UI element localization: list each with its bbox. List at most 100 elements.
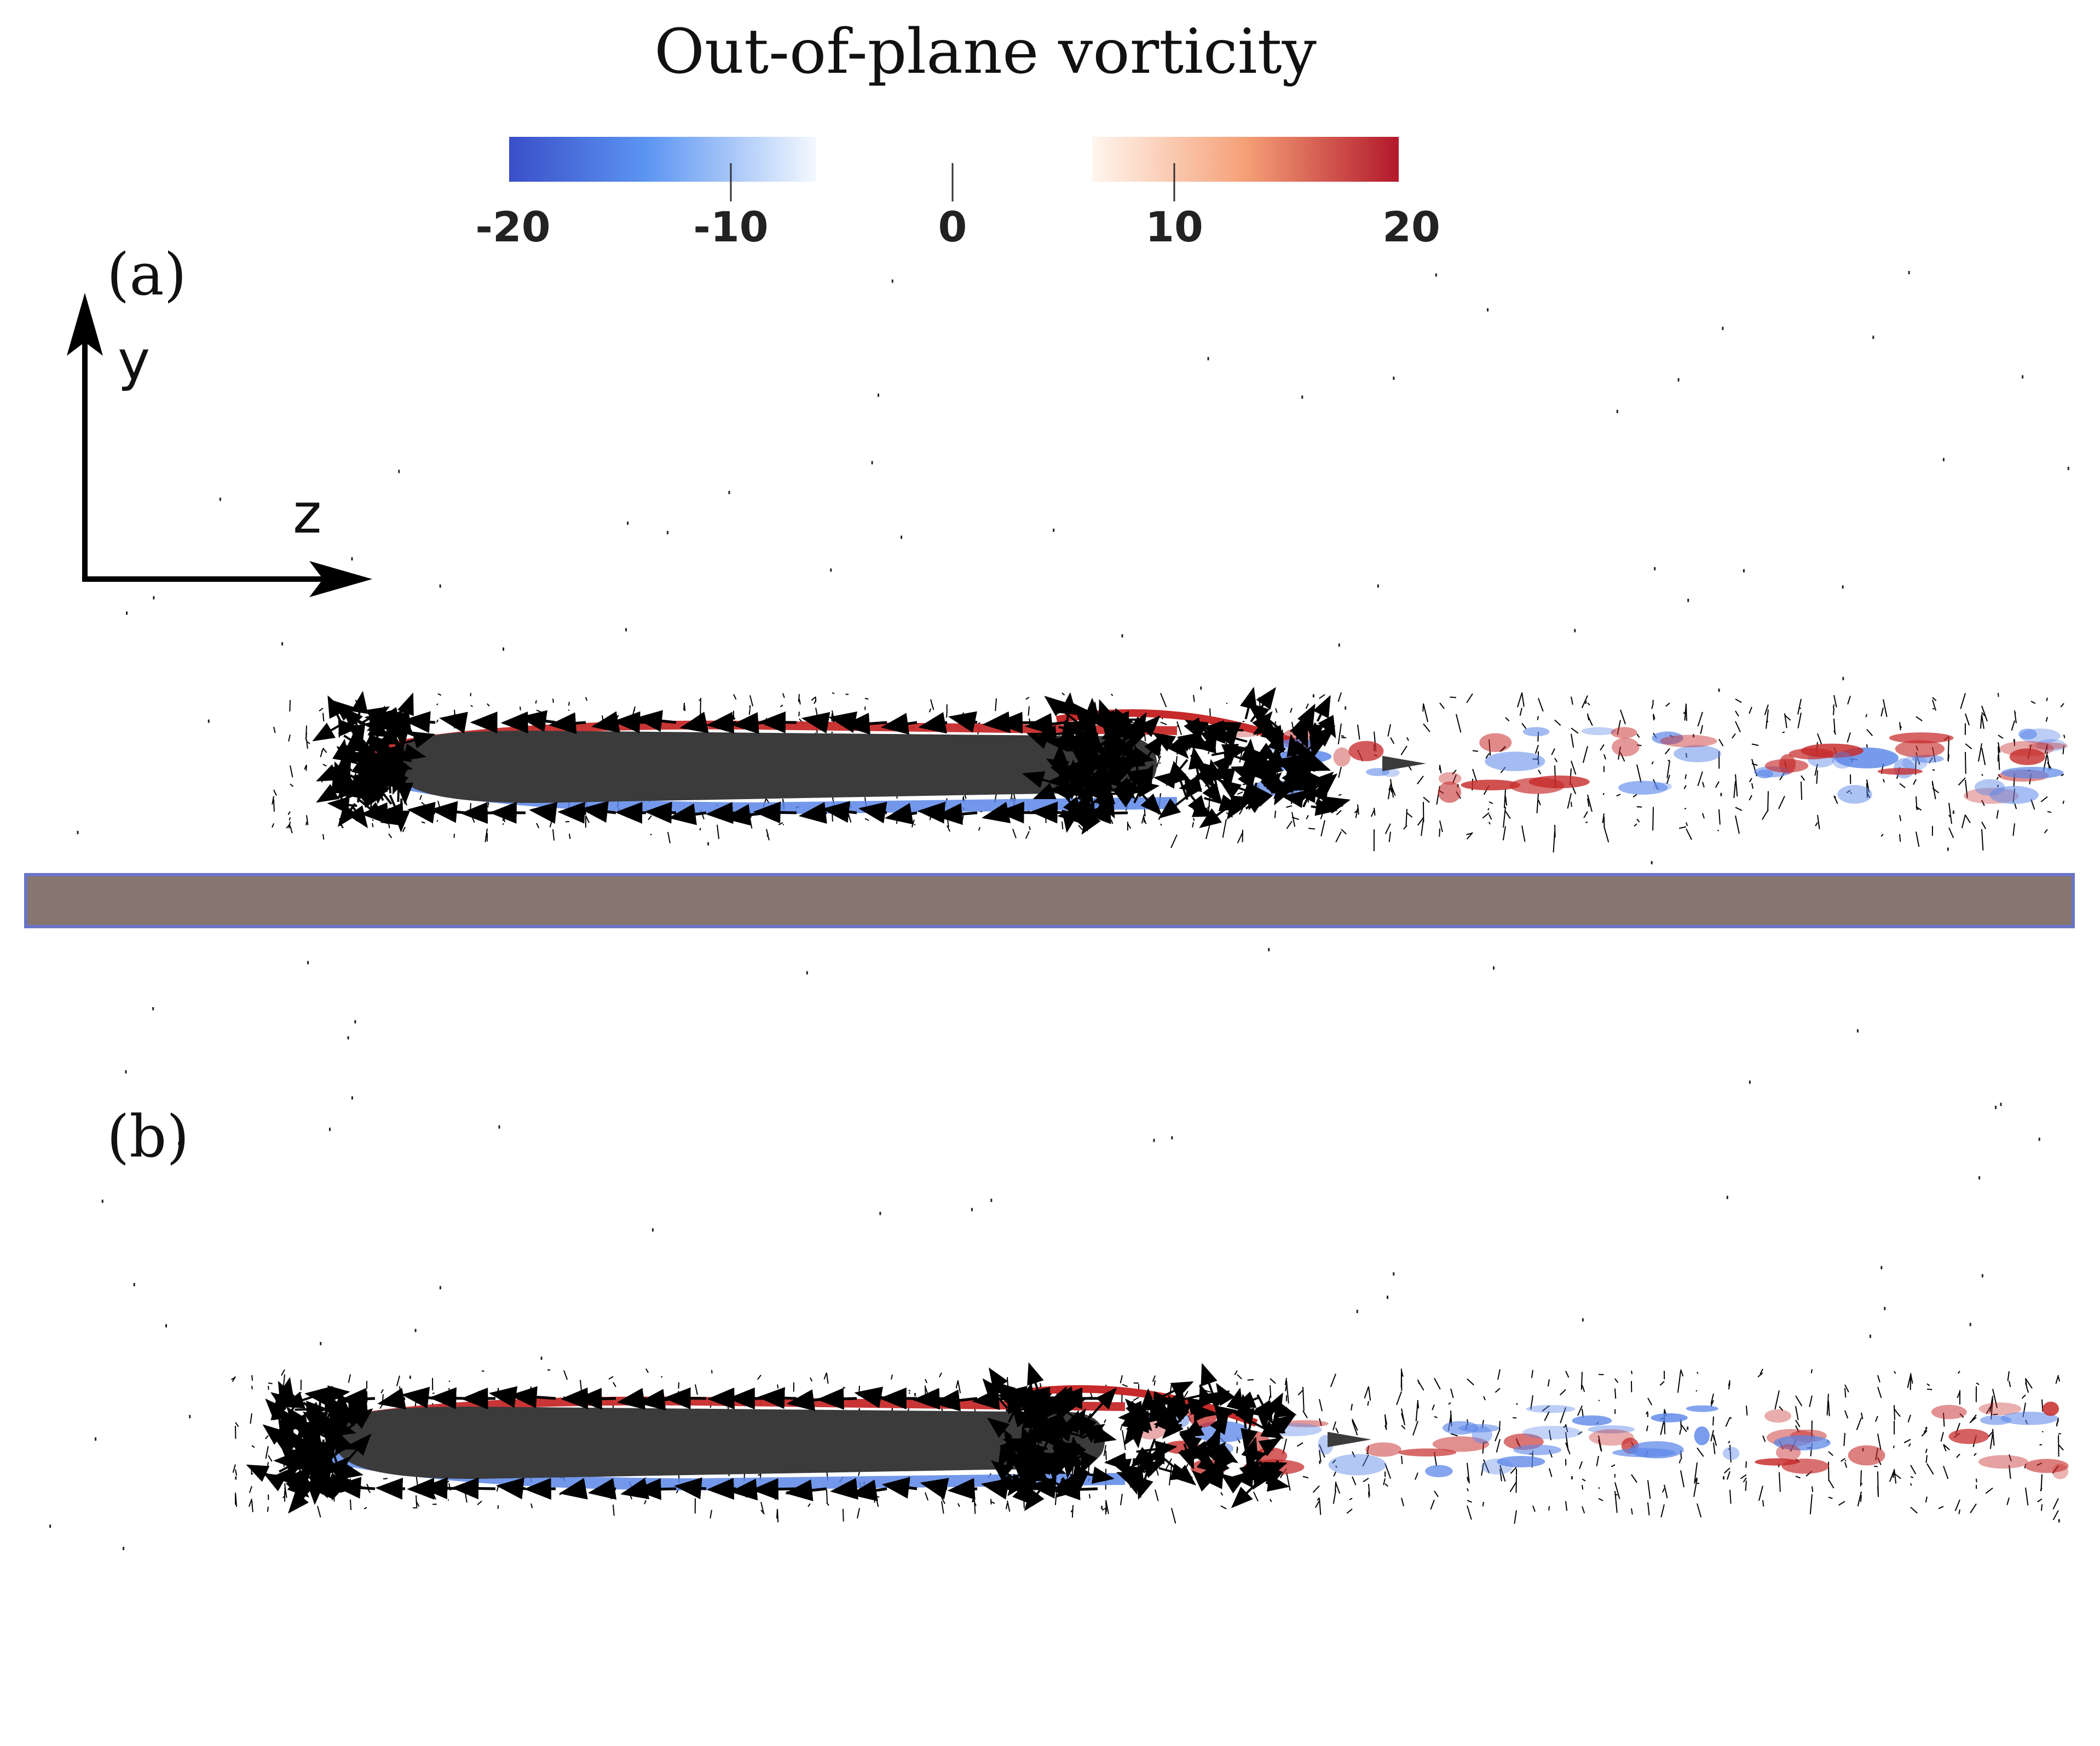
velocity-vector [1686, 828, 1693, 840]
velocity-vector [1313, 695, 1331, 722]
velocity-vector [1308, 828, 1316, 830]
y-axis-arrowhead [67, 293, 103, 356]
velocity-vector [251, 1500, 253, 1512]
velocity-vector [276, 1377, 295, 1401]
ground-plane [24, 873, 2075, 928]
velocity-vector [1193, 818, 1195, 821]
velocity-vector [1958, 1371, 1960, 1374]
velocity-vector [2040, 1504, 2043, 1511]
field-dot [1942, 458, 1945, 461]
velocity-vector [753, 801, 797, 824]
vorticity-blob [1348, 741, 1384, 761]
velocity-vector [1700, 725, 1703, 735]
field-dot [1743, 569, 1745, 573]
vorticity-blob [1438, 781, 1462, 803]
velocity-vector [1838, 1501, 1845, 1506]
velocity-vector [402, 711, 436, 733]
velocity-vector [264, 1435, 269, 1439]
vorticity-blob [1801, 743, 1864, 758]
velocity-vector [1795, 1406, 1799, 1420]
vorticity-blob [1425, 1465, 1453, 1478]
velocity-vector [1216, 1383, 1235, 1406]
velocity-vector [1680, 1424, 1687, 1432]
vorticity-blob [1974, 779, 2005, 796]
field-dot [1312, 694, 1314, 698]
velocity-vector [1843, 1432, 1845, 1446]
velocity-vector [1384, 823, 1391, 834]
velocity-vector [509, 1386, 556, 1408]
velocity-vector [1352, 1420, 1358, 1436]
velocity-vector [2014, 710, 2017, 724]
field-dot [1582, 1318, 1584, 1322]
velocity-vector [1160, 693, 1167, 707]
velocity-vector [377, 1387, 407, 1409]
velocity-vector [563, 1370, 568, 1380]
velocity-vector [843, 1386, 846, 1389]
velocity-vector [1647, 1480, 1651, 1499]
velocity-vector [383, 1478, 388, 1479]
velocity-vector [1567, 793, 1572, 809]
velocity-vector [810, 1377, 813, 1382]
velocity-vector [678, 1382, 679, 1389]
field-dot [152, 1007, 154, 1010]
velocity-vector [751, 1478, 797, 1500]
velocity-vector [1577, 1431, 1583, 1435]
velocity-vector [1960, 693, 1966, 709]
velocity-vector [282, 1374, 285, 1388]
field-dot [1978, 1176, 1981, 1180]
velocity-vector [1926, 1463, 1934, 1475]
velocity-vector [1263, 1462, 1288, 1479]
velocity-vector [1275, 708, 1278, 713]
field-dot [409, 1375, 411, 1379]
velocity-vector [1187, 795, 1208, 818]
velocity-vector [1965, 713, 1970, 726]
velocity-vector [1396, 1391, 1402, 1406]
velocity-vector [633, 1478, 677, 1500]
velocity-vector [1957, 1391, 1960, 1398]
velocity-vector [1797, 698, 1802, 715]
velocity-vector [1582, 1506, 1585, 1514]
velocity-vector [1532, 1505, 1536, 1512]
velocity-vector [1133, 1397, 1139, 1401]
velocity-vector [2063, 735, 2066, 738]
vorticity-blob [1618, 781, 1668, 795]
velocity-vector [1653, 714, 1655, 721]
velocity-vector [1965, 751, 1966, 774]
velocity-vector [1510, 1466, 1517, 1474]
velocity-vector [1415, 1472, 1418, 1480]
velocity-vector [2025, 1378, 2033, 1389]
velocity-vector [1198, 1381, 1205, 1387]
velocity-vector [1697, 1372, 1699, 1374]
velocity-vector [1828, 1461, 1830, 1481]
field-dot [879, 1211, 881, 1215]
velocity-vector [1916, 831, 1920, 847]
velocity-vector [1907, 1374, 1911, 1388]
velocity-vector [272, 823, 274, 828]
velocity-vector [549, 816, 553, 828]
velocity-vector [1070, 1508, 1074, 1513]
velocity-vector [502, 817, 504, 822]
z-axis-arrowhead [309, 561, 372, 597]
velocity-vector [1544, 1411, 1550, 1421]
field-dot [153, 596, 155, 600]
velocity-vector [1665, 702, 1670, 707]
velocity-vector [1925, 1448, 1928, 1453]
velocity-vector [403, 743, 426, 761]
velocity-vector [484, 828, 488, 842]
velocity-vector [1032, 783, 1058, 800]
velocity-vector [1237, 1374, 1242, 1380]
velocity-vector [997, 1441, 1017, 1469]
field-dot [1872, 336, 1874, 339]
velocity-vector [615, 801, 647, 824]
velocity-vector [1759, 1368, 1763, 1374]
vorticity-blob [1189, 1407, 1217, 1427]
velocity-vector [1713, 1434, 1717, 1446]
velocity-vector [580, 801, 616, 823]
velocity-vector [1472, 768, 1478, 782]
colorbar-tick-label: 20 [1382, 203, 1440, 251]
velocity-vector [1861, 1412, 1864, 1419]
field-dot [165, 1324, 168, 1328]
velocity-vector [1266, 751, 1284, 775]
velocity-vector [2045, 716, 2048, 722]
velocity-vector [310, 1455, 332, 1481]
